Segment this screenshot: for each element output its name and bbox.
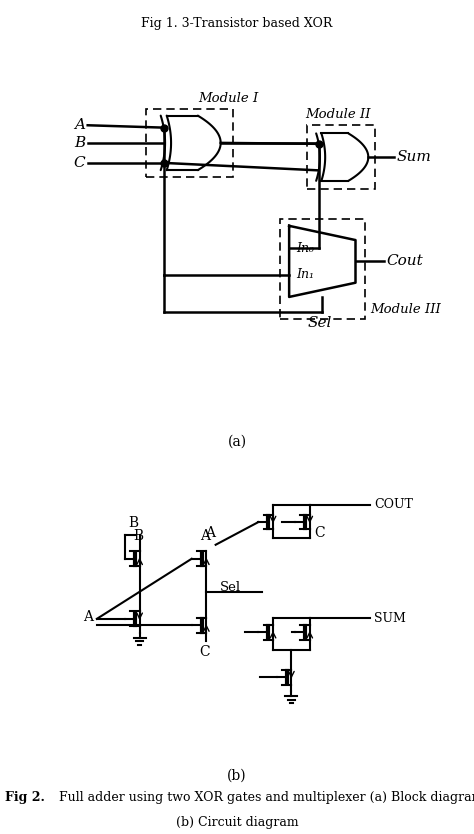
Text: B: B bbox=[133, 529, 143, 543]
Text: SUM: SUM bbox=[374, 611, 406, 625]
Text: A: A bbox=[205, 525, 215, 540]
Text: B: B bbox=[74, 136, 85, 150]
Text: Module II: Module II bbox=[305, 108, 371, 121]
Bar bbox=[307, 125, 375, 189]
Text: Cout: Cout bbox=[386, 254, 423, 269]
Text: (b) Circuit diagram: (b) Circuit diagram bbox=[176, 816, 298, 829]
Text: (a): (a) bbox=[228, 435, 246, 449]
Text: Sel: Sel bbox=[308, 316, 332, 330]
Text: C: C bbox=[200, 645, 210, 659]
Text: COUT: COUT bbox=[374, 498, 413, 511]
Text: Fig 2.: Fig 2. bbox=[5, 791, 45, 805]
Text: Sel: Sel bbox=[220, 580, 241, 594]
Text: In₁: In₁ bbox=[296, 269, 314, 281]
Text: Fig 1. 3-Transistor based XOR: Fig 1. 3-Transistor based XOR bbox=[141, 18, 333, 30]
Text: C: C bbox=[315, 525, 325, 540]
Text: A: A bbox=[74, 118, 85, 133]
Text: In₀: In₀ bbox=[296, 242, 314, 254]
Text: A: A bbox=[83, 610, 93, 624]
Text: Full adder using two XOR gates and multiplexer (a) Block diagram: Full adder using two XOR gates and multi… bbox=[55, 791, 474, 805]
Text: B: B bbox=[128, 516, 138, 530]
Text: C: C bbox=[73, 156, 85, 170]
Text: Sum: Sum bbox=[397, 150, 432, 164]
Bar bbox=[280, 219, 365, 319]
Text: Module III: Module III bbox=[370, 304, 440, 316]
Bar bbox=[146, 108, 233, 177]
Text: A: A bbox=[200, 529, 210, 543]
Text: (b): (b) bbox=[227, 769, 247, 782]
Text: Module I: Module I bbox=[198, 92, 258, 105]
